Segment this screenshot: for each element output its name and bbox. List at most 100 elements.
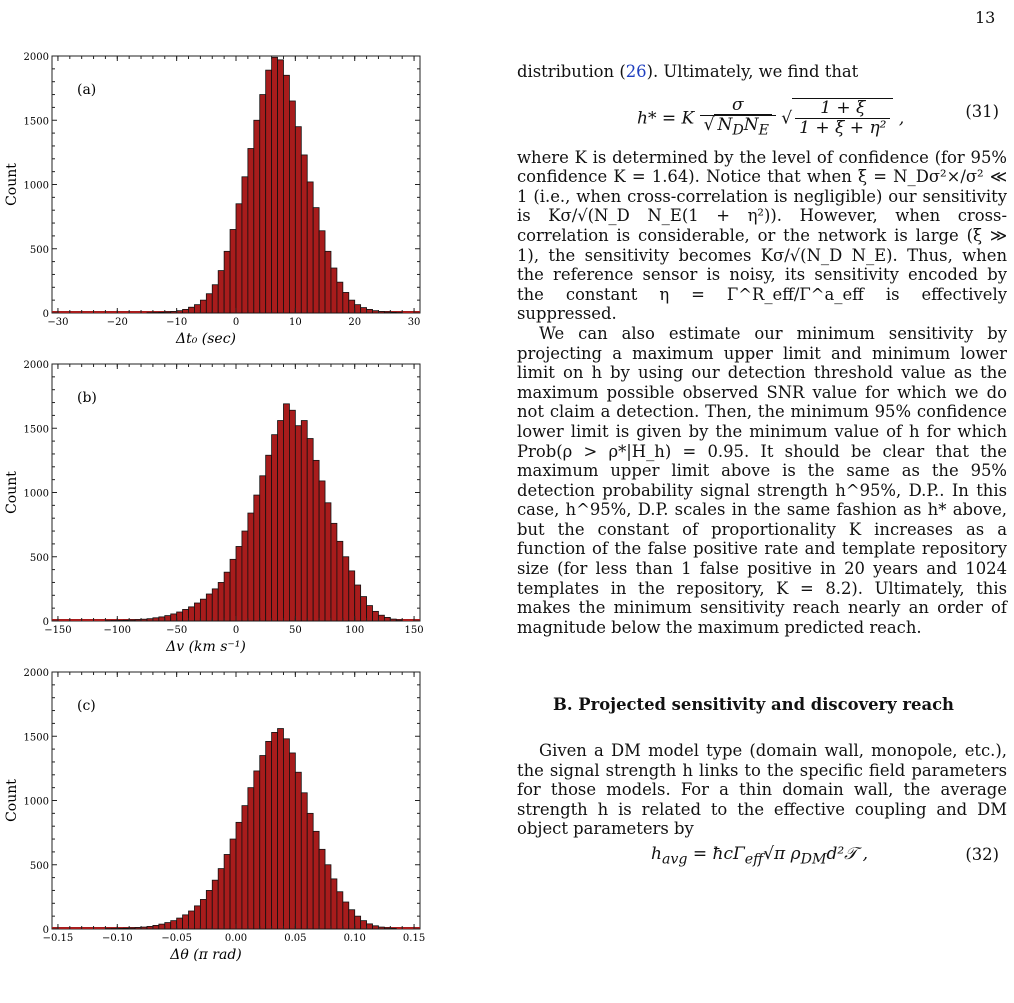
equation-32-label: (32) <box>965 845 999 864</box>
x-tick-label: −30 <box>47 317 68 328</box>
y-tick-label: 500 <box>30 553 49 564</box>
histogram-bar <box>170 613 178 622</box>
histogram-bar <box>194 602 201 622</box>
histogram-bar <box>140 618 148 622</box>
histogram-bar <box>265 454 273 622</box>
panel-label: (b) <box>77 390 97 406</box>
x-tick-label: −10 <box>166 317 187 328</box>
histogram-bar <box>378 926 385 930</box>
histogram-bar <box>324 864 332 930</box>
histogram-bar <box>182 309 189 314</box>
histogram-bar <box>336 891 344 930</box>
histogram-bar <box>389 618 397 622</box>
histogram-bar <box>134 619 142 622</box>
histogram-bar <box>383 311 391 314</box>
histogram-bar <box>259 94 267 314</box>
intro-text: distribution (26). Ultimately, we find t… <box>517 62 859 81</box>
histogram-bar <box>199 899 207 930</box>
histogram-bar <box>188 306 195 314</box>
histogram-bar <box>164 922 172 930</box>
histogram-bar <box>146 926 154 930</box>
panel-label: (a) <box>77 82 96 98</box>
histogram-bar <box>122 927 130 930</box>
histogram-bar <box>312 207 320 314</box>
histogram-bar <box>366 309 373 314</box>
histogram-bar <box>235 203 243 314</box>
histogram-bar <box>176 611 183 622</box>
histogram-bar <box>348 909 356 930</box>
y-tick-label: 1500 <box>24 732 49 743</box>
histogram-bar <box>253 770 261 930</box>
histogram-bar <box>182 609 189 622</box>
y-axis-label: Count <box>4 779 20 822</box>
histogram-bar <box>223 854 231 930</box>
histogram-bar <box>247 512 255 622</box>
histogram-bar <box>229 229 237 314</box>
histogram-bar <box>271 434 278 622</box>
histogram-bar <box>134 927 142 930</box>
y-tick-label: 1000 <box>24 489 49 500</box>
histogram-bar <box>348 570 356 622</box>
histogram-bar <box>294 126 302 314</box>
histogram-bar <box>348 299 356 314</box>
histogram-bar <box>235 546 243 622</box>
x-tick-label: −20 <box>107 317 128 328</box>
x-tick-label: −150 <box>44 625 71 636</box>
histogram-bar <box>306 812 314 930</box>
histogram-bar <box>342 901 350 930</box>
y-tick-label: 1500 <box>24 116 49 127</box>
histogram-bar <box>342 292 350 314</box>
histogram-bar <box>199 299 207 314</box>
histogram-bar <box>372 310 379 314</box>
histogram-bar <box>265 69 273 314</box>
histogram-bar <box>277 59 284 314</box>
histogram-bar <box>176 917 183 930</box>
x-tick-label: 20 <box>348 317 361 328</box>
x-tick-label: 100 <box>345 625 364 636</box>
histogram-bar <box>223 571 231 622</box>
histogram-bar <box>277 728 284 930</box>
y-tick-label: 1000 <box>24 181 49 192</box>
histogram-bar <box>164 615 172 622</box>
histogram-bar <box>324 250 332 314</box>
histogram-bar <box>360 307 367 314</box>
y-axis-label: Count <box>4 471 20 514</box>
histogram-bar <box>306 181 314 314</box>
x-tick-label: 150 <box>405 625 424 636</box>
histogram-bar <box>140 926 148 930</box>
x-tick-label: −0.10 <box>102 933 133 944</box>
histogram-bar <box>259 475 267 622</box>
histogram-bar <box>330 878 338 930</box>
histogram-bar <box>247 787 255 930</box>
histogram-bar <box>283 738 290 930</box>
histogram-bar <box>306 438 314 622</box>
histogram-bar <box>217 868 225 930</box>
histogram-a: 0 500 1000 1500 2000 −30 −20 −10 0 10 20 30 (a) Δt₀ (… <box>4 52 421 346</box>
histogram-bar <box>324 502 332 622</box>
histogram-bar <box>116 620 124 622</box>
histogram-bar <box>152 925 160 930</box>
histogram-bar <box>128 619 136 622</box>
x-tick-label: −100 <box>104 625 131 636</box>
histogram-bar <box>318 230 326 314</box>
histogram-bar <box>217 270 225 314</box>
histogram-bar <box>378 311 385 314</box>
histogram-bar <box>205 293 213 314</box>
x-axis-label: Δt₀ (sec) <box>175 331 236 346</box>
histogram-bar <box>205 593 213 622</box>
histogram-bar <box>158 311 166 314</box>
x-tick-label: 0.10 <box>344 933 366 944</box>
histogram-bar <box>223 250 231 314</box>
y-tick-label: 2000 <box>24 52 49 63</box>
histogram-bar <box>289 409 296 622</box>
x-tick-label: 0.00 <box>225 933 247 944</box>
histogram-bar <box>389 311 397 314</box>
histogram-bar <box>211 588 219 622</box>
histogram-bar <box>271 56 278 314</box>
histogram-bar <box>300 792 308 930</box>
histogram-bar <box>354 915 362 930</box>
histogram-figure: 0 500 1000 1500 2000 −30 −20 −10 0 10 20 30 (a) Δt₀ (… <box>0 38 440 998</box>
histogram-bar <box>378 614 385 622</box>
histogram-bar <box>158 616 166 622</box>
x-tick-label: 50 <box>289 625 302 636</box>
